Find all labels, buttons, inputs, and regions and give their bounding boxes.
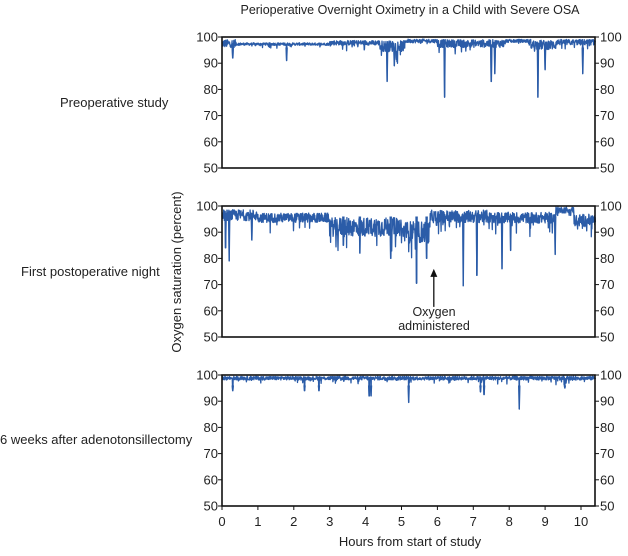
y-tick-label-right: 100 — [600, 199, 622, 214]
chart-title: Perioperative Overnight Oximetry in a Ch… — [240, 3, 580, 17]
y-tick-label-left: 90 — [204, 225, 218, 240]
y-tick-label-right: 50 — [600, 330, 614, 345]
y-tick-label-right: 90 — [600, 56, 614, 71]
x-tick-label: 1 — [254, 514, 261, 529]
panel-label-postoperative: First postoperative night — [21, 264, 160, 279]
x-tick-label: 7 — [470, 514, 477, 529]
y-tick-label-left: 80 — [204, 420, 218, 435]
y-tick-label-left: 100 — [196, 199, 218, 214]
y-tick-label-right: 80 — [600, 420, 614, 435]
plot-frame — [221, 205, 596, 338]
y-tick-label-left: 80 — [204, 251, 218, 266]
panel-label-6-weeks: 6 weeks after adenotonsillectomy — [0, 432, 193, 447]
y-tick-label-left: 70 — [204, 446, 218, 461]
y-tick-label-left: 100 — [196, 30, 218, 45]
y-tick-label-right: 70 — [600, 446, 614, 461]
y-tick-label-right: 100 — [600, 30, 622, 45]
annotation-arrow-head — [430, 268, 438, 277]
spo2-trace-line — [221, 38, 597, 98]
y-tick-label-right: 60 — [600, 472, 614, 487]
x-tick-label: 5 — [398, 514, 405, 529]
annotation-line2: administered — [398, 319, 470, 333]
x-tick-label: 0 — [218, 514, 225, 529]
panel-label-preoperative: Preoperative study — [60, 95, 169, 110]
y-tick-label-right: 60 — [600, 303, 614, 318]
y-tick-label-left: 50 — [204, 161, 218, 176]
plot-frame — [221, 374, 596, 507]
y-tick-label-left: 90 — [204, 394, 218, 409]
x-tick-label: 8 — [506, 514, 513, 529]
y-tick-label-left: 70 — [204, 108, 218, 123]
x-tick-label: 4 — [362, 514, 369, 529]
y-tick-label-right: 80 — [600, 82, 614, 97]
y-tick-label-left: 70 — [204, 277, 218, 292]
y-tick-label-right: 50 — [600, 499, 614, 514]
y-tick-label-right: 100 — [600, 368, 622, 383]
spo2-trace-line — [221, 375, 597, 410]
y-tick-label-left: 50 — [204, 330, 218, 345]
x-tick-label: 10 — [574, 514, 588, 529]
y-tick-label-right: 60 — [600, 134, 614, 149]
y-tick-label-right: 50 — [600, 161, 614, 176]
y-tick-label-left: 60 — [204, 472, 218, 487]
y-tick-label-right: 80 — [600, 251, 614, 266]
y-tick-label-left: 60 — [204, 134, 218, 149]
x-axis-label: Hours from start of study — [339, 534, 482, 549]
spo2-trace-line — [221, 206, 597, 287]
plot-frame — [221, 36, 596, 169]
x-tick-label: 9 — [541, 514, 548, 529]
y-tick-label-right: 90 — [600, 394, 614, 409]
y-tick-label-left: 90 — [204, 56, 218, 71]
x-tick-label: 3 — [326, 514, 333, 529]
y-axis-label: Oxygen saturation (percent) — [169, 191, 184, 352]
annotation-line1: Oxygen — [412, 305, 455, 319]
y-tick-label-left: 50 — [204, 499, 218, 514]
y-tick-label-right: 70 — [600, 108, 614, 123]
y-tick-label-right: 70 — [600, 277, 614, 292]
y-tick-label-left: 60 — [204, 303, 218, 318]
x-tick-label: 6 — [434, 514, 441, 529]
y-tick-label-left: 100 — [196, 368, 218, 383]
x-tick-label: 2 — [290, 514, 297, 529]
y-tick-label-right: 90 — [600, 225, 614, 240]
y-tick-label-left: 80 — [204, 82, 218, 97]
